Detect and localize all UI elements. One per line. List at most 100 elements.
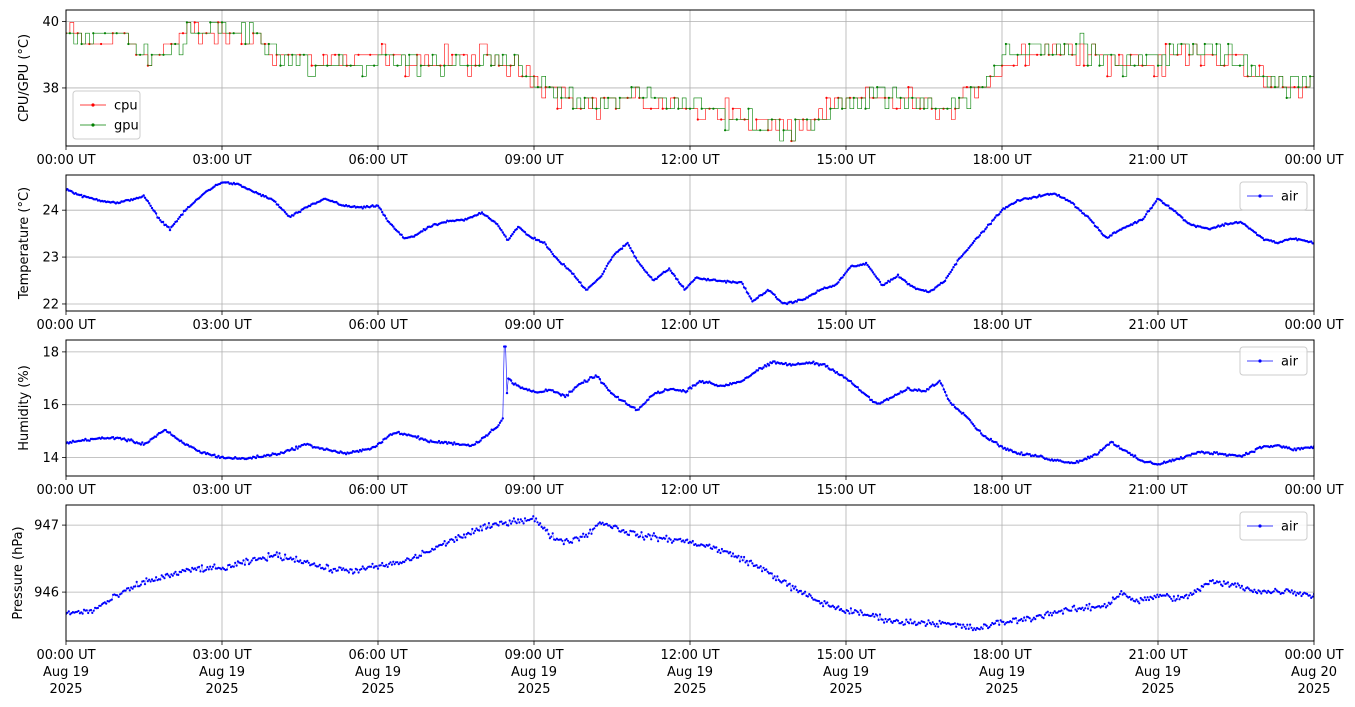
data-point [701, 379, 704, 383]
data-point [92, 32, 95, 35]
data-point [103, 32, 107, 35]
data-point [1165, 592, 1169, 596]
data-point [653, 96, 657, 99]
x-tick-label: 15:00 UT [816, 318, 875, 333]
data-point [1079, 607, 1083, 611]
data-point [1274, 587, 1277, 591]
data-point [1157, 595, 1160, 599]
data-point [971, 241, 975, 245]
data-point [1171, 599, 1174, 603]
data-point [601, 521, 604, 524]
data-point [1214, 581, 1217, 585]
data-point [178, 215, 181, 219]
data-point [791, 584, 794, 588]
data-point [240, 42, 243, 46]
data-point [645, 271, 649, 274]
data-point [510, 522, 513, 525]
data-point [845, 270, 848, 273]
data-point [867, 395, 871, 399]
data-point [773, 575, 776, 578]
data-point [161, 220, 165, 224]
data-point [560, 96, 563, 99]
data-point [774, 296, 778, 299]
data-point [1297, 592, 1300, 596]
data-point [480, 211, 484, 214]
data-point [985, 226, 988, 229]
data-point [1028, 617, 1031, 620]
chart-panel-1: 00:00 UT 03:00 UT 06:00 UT 09:00 UT 12:00 UT… [17, 9, 1344, 168]
data-point [749, 559, 753, 562]
data-point [191, 566, 194, 570]
legend-box [1239, 346, 1308, 376]
data-point [535, 517, 538, 520]
data-point [282, 209, 285, 212]
data-point [891, 621, 894, 625]
data-point [1147, 598, 1151, 602]
data-point [594, 280, 597, 283]
data-point [737, 554, 740, 557]
data-point [999, 210, 1002, 214]
data-point [242, 559, 245, 562]
data-point [150, 53, 153, 56]
y-axis-label: Pressure (hPa) [11, 526, 26, 619]
data-point [486, 526, 489, 529]
x-tick-label: 18:00 UT [972, 483, 1031, 498]
data-point [679, 537, 682, 541]
data-point [244, 42, 247, 46]
data-point [117, 595, 120, 599]
data-point [179, 439, 183, 442]
data-point [509, 234, 513, 238]
data-point [694, 384, 697, 387]
data-point [831, 368, 834, 371]
data-point [643, 538, 646, 541]
data-point [250, 559, 253, 562]
data-point [159, 578, 162, 581]
data-point [455, 539, 459, 542]
data-point [1150, 206, 1154, 209]
data-point [1088, 456, 1091, 460]
data-point [837, 281, 840, 284]
data-point [138, 585, 141, 588]
data-point [340, 568, 343, 572]
data-point [469, 533, 472, 536]
data-point [794, 118, 797, 121]
data-point [1224, 453, 1227, 456]
data-point [611, 527, 614, 530]
data-point [307, 561, 310, 564]
data-point [1286, 588, 1289, 591]
data-point [1053, 610, 1056, 613]
data-point [173, 222, 176, 226]
data-point [145, 577, 148, 580]
data-point [1180, 42, 1183, 46]
data-point [804, 590, 807, 593]
data-point [337, 53, 341, 56]
data-point [812, 360, 815, 363]
data-point [266, 559, 269, 562]
data-point [969, 623, 972, 626]
data-point [1036, 195, 1040, 198]
data-point [400, 562, 403, 565]
data-point [1063, 196, 1066, 200]
data-point [747, 564, 750, 567]
data-point [1143, 596, 1146, 599]
data-point [189, 570, 192, 573]
data-point [1117, 53, 1121, 56]
data-point [665, 534, 668, 537]
data-point [361, 565, 364, 568]
data-point [780, 581, 783, 584]
data-point [512, 230, 516, 234]
data-point [384, 53, 387, 56]
data-point [444, 544, 447, 547]
data-point [907, 387, 911, 390]
data-point [177, 217, 180, 221]
data-point [127, 42, 130, 46]
data-point [500, 229, 503, 232]
data-point [171, 574, 174, 577]
data-point [414, 553, 417, 557]
data-point [1021, 619, 1024, 623]
data-point [1170, 597, 1173, 600]
data-point [848, 612, 851, 615]
data-point [1278, 591, 1281, 594]
y-tick-label: 16 [42, 398, 59, 413]
data-point [546, 528, 549, 531]
